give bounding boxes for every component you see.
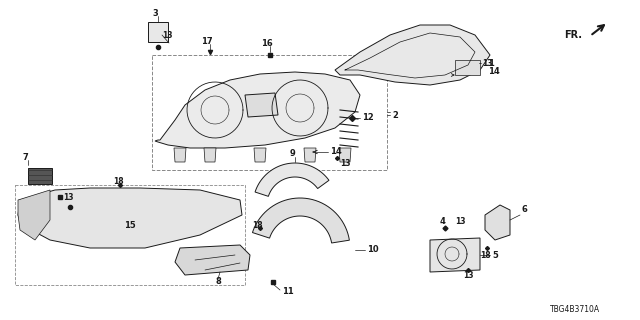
Polygon shape <box>430 238 480 272</box>
Text: 13: 13 <box>63 193 74 202</box>
Polygon shape <box>335 25 490 85</box>
Text: FR.: FR. <box>564 30 582 40</box>
Text: 17: 17 <box>201 36 213 45</box>
Polygon shape <box>485 205 510 240</box>
Polygon shape <box>174 148 186 162</box>
Polygon shape <box>252 198 349 243</box>
Bar <box>15 185 245 285</box>
Text: 18: 18 <box>252 220 262 229</box>
Text: 13: 13 <box>482 59 493 68</box>
Text: 12: 12 <box>362 114 374 123</box>
Text: 1: 1 <box>488 59 494 68</box>
Polygon shape <box>148 22 168 42</box>
Text: TBG4B3710A: TBG4B3710A <box>550 306 600 315</box>
Polygon shape <box>175 245 250 275</box>
Text: 11: 11 <box>282 286 294 295</box>
Text: 5: 5 <box>492 251 498 260</box>
Text: 13: 13 <box>162 30 173 39</box>
Text: 7: 7 <box>22 153 28 162</box>
Polygon shape <box>18 190 50 240</box>
Text: 4: 4 <box>440 218 446 227</box>
Polygon shape <box>455 60 480 75</box>
Polygon shape <box>304 148 316 162</box>
Polygon shape <box>204 148 216 162</box>
Text: 2: 2 <box>392 110 398 119</box>
Polygon shape <box>28 168 52 184</box>
Text: 13: 13 <box>455 218 465 227</box>
Text: 14: 14 <box>488 68 500 76</box>
Text: 10: 10 <box>367 245 379 254</box>
Polygon shape <box>245 93 278 117</box>
Text: 18: 18 <box>113 178 124 187</box>
Polygon shape <box>254 148 266 162</box>
Text: 3: 3 <box>152 9 158 18</box>
Text: 9: 9 <box>289 148 295 157</box>
Text: 6: 6 <box>522 205 528 214</box>
Polygon shape <box>255 163 329 196</box>
Polygon shape <box>339 148 351 162</box>
Text: 15: 15 <box>124 220 136 229</box>
Text: 14: 14 <box>330 148 342 156</box>
Text: 8: 8 <box>215 277 221 286</box>
Text: 13: 13 <box>340 158 351 167</box>
Polygon shape <box>18 188 242 248</box>
Text: 16: 16 <box>261 38 273 47</box>
Polygon shape <box>155 72 360 148</box>
Text: 18: 18 <box>480 251 490 260</box>
Bar <box>152 55 387 170</box>
Text: 13: 13 <box>463 271 473 281</box>
